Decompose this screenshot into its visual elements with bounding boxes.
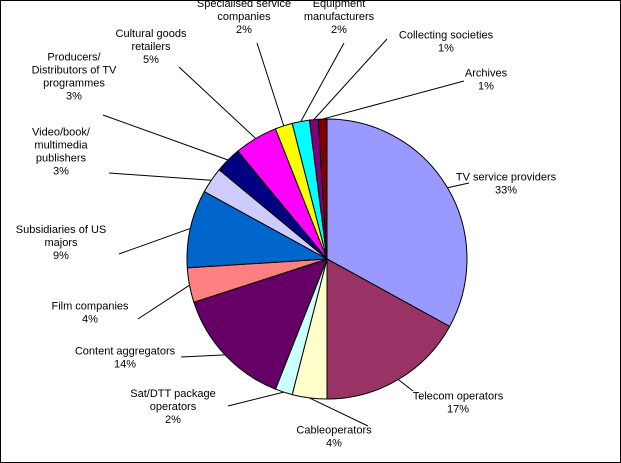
slice-name: manufacturers (304, 11, 375, 23)
leader-line (256, 42, 285, 127)
slice-percent: 2% (236, 24, 252, 36)
leader-line (180, 354, 225, 358)
slice-name: Telecom operators (413, 391, 504, 403)
slice-label: TV service providers 33% (456, 172, 557, 197)
slice-percent: 1% (438, 43, 454, 55)
slice-label: Film companies 4% (51, 301, 129, 326)
slice-percent: 14% (114, 359, 136, 371)
slice-name: retailers (131, 41, 171, 53)
slice-label: Specialised service companies 2% (197, 1, 291, 36)
slice-name: Sat/DTT package (130, 388, 215, 400)
slice-name: Specialised service (197, 1, 291, 10)
slice-name: TV service providers (456, 172, 557, 184)
slice-label: Content aggregators 14% (75, 346, 176, 371)
leader-line (137, 284, 190, 320)
leader-line (102, 114, 229, 161)
slice-percent: 5% (143, 54, 159, 66)
leader-line (118, 227, 191, 255)
slice-name: programmes (43, 78, 105, 90)
slice-label: Cableoperators 4% (296, 425, 372, 450)
slice-label: Sat/DTT package operators 2% (130, 388, 215, 426)
leader-line (300, 42, 345, 122)
slice-label: Archives 1% (465, 68, 508, 93)
slice-percent: 33% (495, 185, 517, 197)
slice-label: Subsidiaries of US majors 9% (16, 224, 107, 262)
slice-name: Film companies (51, 301, 129, 313)
slice-name: Collecting societies (399, 30, 494, 42)
slice-label: Video/book/multimedia publishers 3% (32, 127, 91, 178)
slice-percent: 2% (165, 414, 181, 426)
slice-name: Cultural goods (116, 28, 187, 40)
slice-name: Subsidiaries of US (16, 224, 107, 236)
slice-name: Content aggregators (75, 346, 176, 358)
leader-line (397, 379, 414, 392)
slice-label: Cultural goods retailers 5% (116, 28, 187, 66)
slice-name: majors (44, 237, 78, 249)
slice-name: publishers (36, 153, 87, 165)
leader-line (309, 397, 369, 427)
leader-line (313, 38, 388, 120)
slice-name: Video/book/ (32, 127, 91, 139)
leader-line (108, 172, 212, 181)
slice-name: operators (150, 401, 197, 413)
slice-percent: 3% (66, 91, 82, 103)
slice-percent: 4% (326, 438, 342, 450)
slice-name: Archives (465, 68, 508, 80)
slice-percent: 1% (478, 81, 494, 93)
slice-label: Collecting societies 1% (399, 30, 494, 55)
slice-label: Telecom operators 17% (413, 391, 504, 416)
slice-percent: 9% (53, 250, 69, 262)
leader-line (178, 66, 257, 139)
pie-slice (186, 190, 329, 269)
leader-line (322, 80, 465, 120)
slice-name: Cableoperators (296, 425, 372, 437)
slice-label: Equipment manufacturers 2% (304, 1, 375, 36)
leader-line (447, 182, 470, 189)
slice-name: Producers/ (47, 52, 101, 64)
slice-percent: 17% (447, 404, 469, 416)
slice-percent: 4% (82, 314, 98, 326)
slice-name: Equipment (313, 1, 366, 10)
leader-line (227, 391, 284, 407)
pie-slice (326, 258, 451, 400)
slice-percent: 3% (53, 166, 69, 178)
slice-name: multimedia (34, 140, 88, 152)
slice-name: Distributors of TV (32, 65, 117, 77)
slice-name: companies (217, 11, 271, 23)
slice-percent: 2% (331, 24, 347, 36)
slice-label: Producers/Distributors of TV programmes 3% (32, 52, 117, 103)
